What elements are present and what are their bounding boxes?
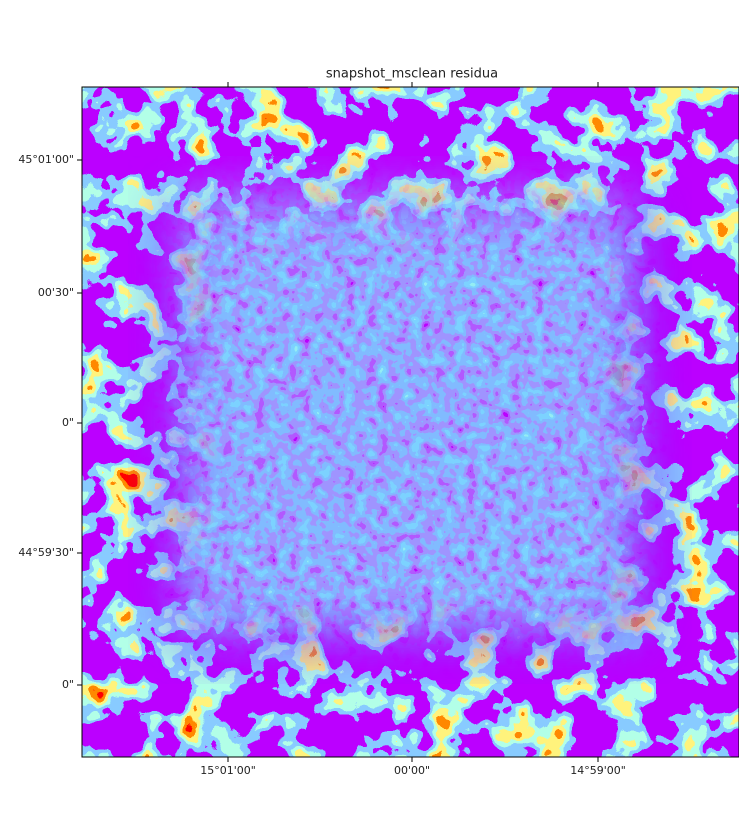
y-tick-label: 00'30" (38, 286, 74, 299)
figure: snapshot_msclean residua 15°01'00" 00'00"… (0, 0, 739, 828)
x-tick-label: 15°01'00" (200, 764, 256, 777)
y-tick-label: 0" (62, 416, 74, 429)
image (82, 87, 739, 757)
x-tick-label: 00'00" (394, 764, 430, 777)
x-tick-label: 14°59'00" (570, 764, 626, 777)
plot-title: snapshot_msclean residua (326, 67, 498, 82)
y-tick-label: 44°59'30" (18, 546, 74, 559)
y-tick-label: 0" (62, 678, 74, 691)
y-tick-label: 45°01'00" (18, 153, 74, 166)
